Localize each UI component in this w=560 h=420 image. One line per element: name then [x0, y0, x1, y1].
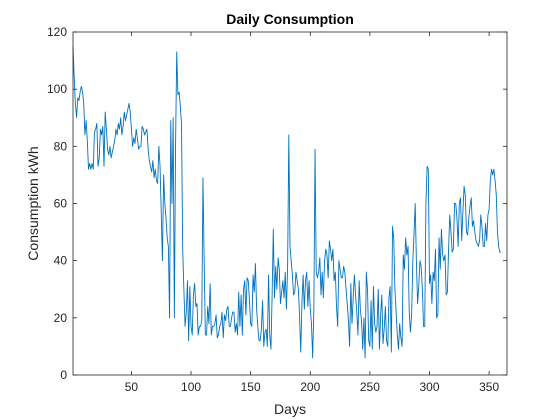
x-tick-label: 150 [241, 380, 261, 394]
y-tick-label: 120 [47, 25, 67, 39]
x-tick-label: 200 [300, 380, 320, 394]
y-tick-label: 60 [54, 197, 68, 211]
series-line-0 [72, 46, 502, 359]
x-tick-label: 250 [360, 380, 380, 394]
y-tick-label: 40 [54, 254, 68, 268]
x-tick-label: 300 [419, 380, 439, 394]
plot-area [73, 32, 507, 375]
y-tick-label: 100 [47, 82, 67, 96]
y-tick-label: 20 [54, 311, 68, 325]
x-tick-label: 100 [181, 380, 201, 394]
y-tick-label: 0 [60, 368, 67, 382]
x-tick-label: 350 [479, 380, 499, 394]
y-axis-label: Consumption kWh [25, 146, 41, 260]
x-axis-label: Days [274, 401, 306, 417]
y-tick-label: 80 [54, 139, 68, 153]
x-tick-label: 50 [125, 380, 139, 394]
chart-title: Daily Consumption [226, 11, 354, 27]
y-axis: 0 20 40 60 80 100 120 [47, 25, 507, 382]
series-layer [72, 46, 502, 359]
x-axis: 50 100 150 200 250 300 350 [125, 32, 499, 394]
